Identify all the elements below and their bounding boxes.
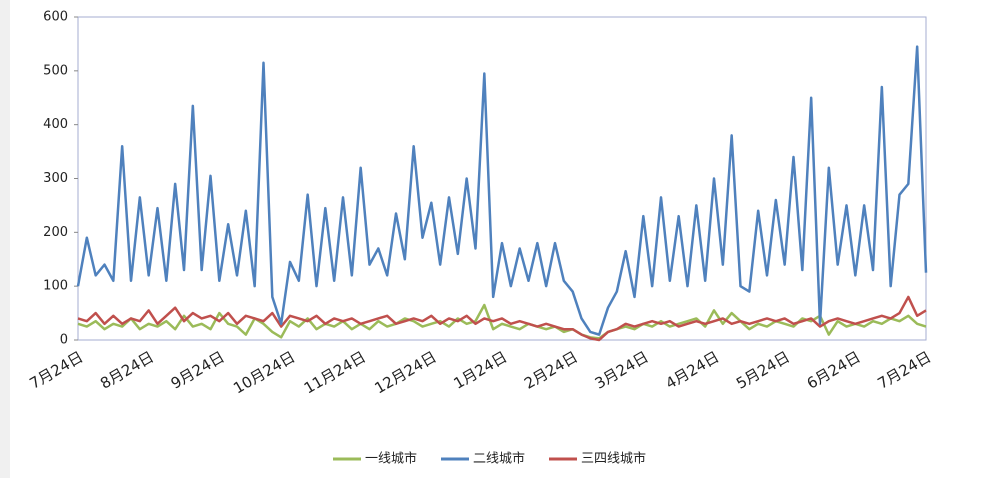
y-tick-label: 0 [60, 333, 68, 348]
legend-label: 一线城市 [365, 451, 417, 467]
x-tick-label: 1月24日 [450, 348, 510, 393]
y-tick-label: 600 [43, 10, 68, 25]
x-tick-label: 12月24日 [372, 348, 440, 398]
x-tick-label: 7月24日 [874, 348, 934, 393]
x-tick-label: 4月24日 [662, 348, 722, 393]
y-tick-label: 500 [43, 63, 68, 78]
x-tick-label: 3月24日 [592, 348, 652, 393]
y-tick-label: 300 [43, 171, 68, 186]
x-tick-label: 7月24日 [26, 348, 86, 393]
x-tick-label: 5月24日 [733, 348, 793, 393]
x-tick-label: 8月24日 [97, 348, 157, 393]
legend-label: 三四线城市 [581, 451, 646, 467]
y-tick-label: 200 [43, 225, 68, 240]
series-line [77, 295, 927, 342]
x-tick-label: 9月24日 [168, 348, 228, 393]
y-tick-label: 400 [43, 117, 68, 132]
x-tick-label: 6月24日 [804, 348, 864, 393]
series-line [77, 303, 927, 340]
x-tick-label: 2月24日 [521, 348, 581, 393]
plot-area [77, 16, 927, 341]
series-line [76, 45, 928, 336]
x-tick-label: 10月24日 [230, 348, 298, 398]
y-tick-label: 100 [43, 279, 68, 294]
x-tick-label: 11月24日 [301, 348, 369, 398]
legend-label: 二线城市 [473, 451, 525, 467]
